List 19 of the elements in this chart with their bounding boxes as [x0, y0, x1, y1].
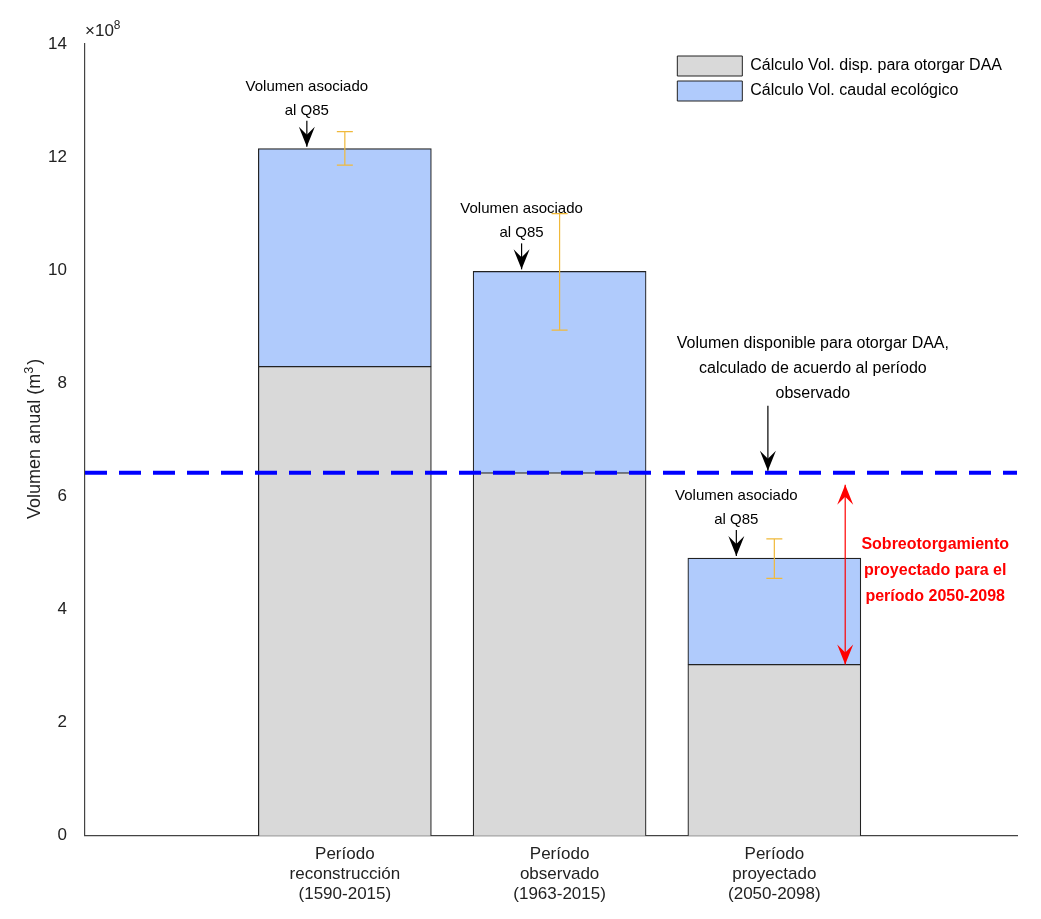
legend-label: Cálculo Vol. disp. para otorgar DAA	[750, 56, 1003, 74]
y-tick-label: 2	[57, 712, 67, 732]
y-tick-label: 0	[57, 825, 67, 845]
x-tick-label: Período proyectado (2050-2098)	[728, 843, 821, 904]
y-tick-label: 4	[57, 599, 67, 619]
ref-line-label: Volumen disponible para otorgar DAA, calculado de acuerdo al período observado	[676, 333, 949, 401]
annotation: Sobreotorgamiento proyectado para el período 2050-2098	[861, 534, 1010, 604]
y-tick-label: 6	[57, 486, 67, 506]
annotation: Volumen asociado al Q85	[675, 486, 798, 528]
x-tick-label: Período reconstrucción (1590-2015)	[289, 843, 401, 904]
y-tick-label: 14	[48, 33, 67, 53]
y-tick-label: 8	[57, 373, 67, 393]
x-tick-label: Período observado (1963-2015)	[513, 843, 606, 904]
y-axis-title: Volumen anual (m3)	[21, 358, 44, 519]
annotation: Volumen asociado al Q85	[460, 199, 583, 241]
y-tick-label: 10	[48, 259, 67, 279]
legend-label: Cálculo Vol. caudal ecológico	[750, 81, 959, 99]
y-tick-label: 12	[48, 146, 67, 166]
annotation: Volumen asociado al Q85	[245, 76, 369, 118]
